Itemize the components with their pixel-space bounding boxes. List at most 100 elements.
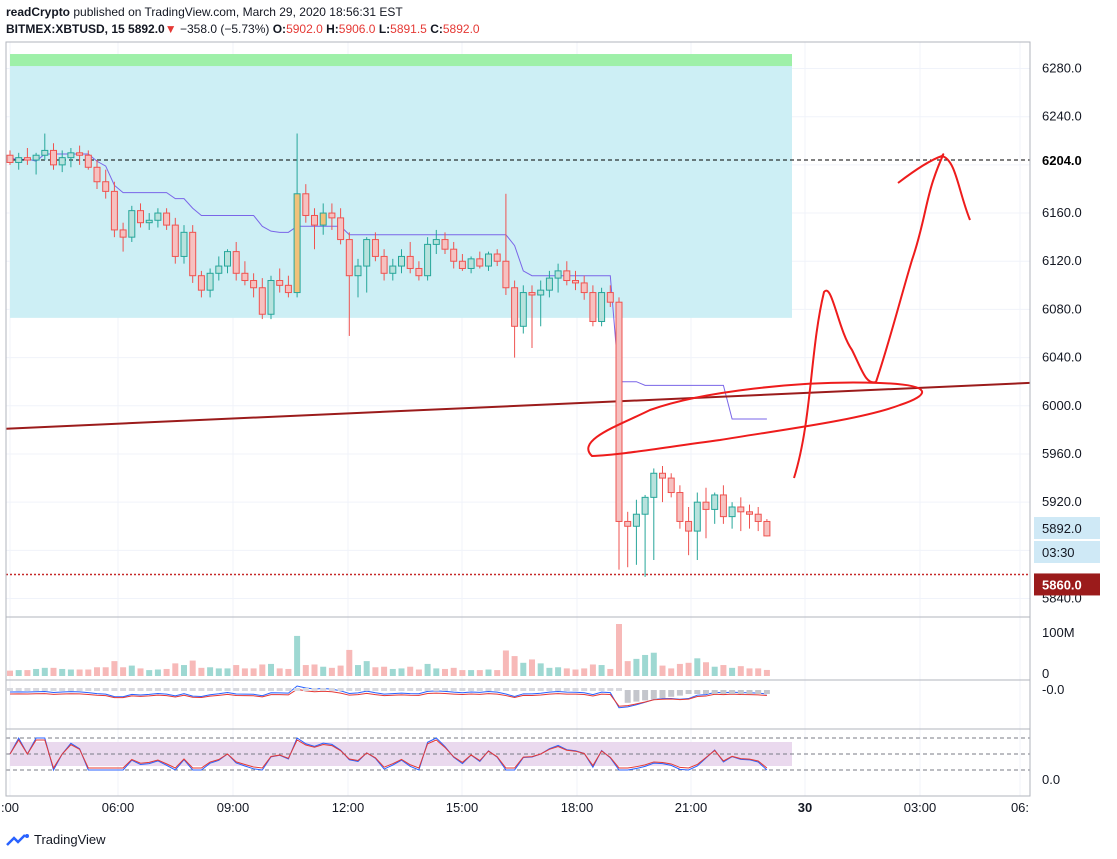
symbol-label: BITMEX:XBTUSD, 15 [6,22,125,36]
candle-body [415,267,423,277]
volume-bar [346,649,353,676]
volume-bar [763,669,770,676]
candle-body [110,190,118,231]
candle-body [206,272,214,291]
macd-histogram-bar [415,688,422,691]
candle-body [406,255,414,269]
volume-bar [363,661,370,676]
macd-histogram-bar [363,688,370,691]
macd-histogram-bar [642,690,649,701]
volume-bar [250,668,257,676]
macd-histogram-bar [720,690,727,694]
volume-bar [415,669,422,676]
candle [345,232,353,336]
candle-body [284,284,292,294]
candle-body [197,275,205,291]
candle-body [537,289,545,296]
candle [354,258,362,298]
volume-bar [215,668,222,676]
macd-histogram-bar [120,688,127,691]
candle-body [598,292,606,322]
candle [424,237,432,281]
candle [84,150,92,170]
candle-body [737,506,745,513]
candle-body [180,231,188,257]
volume-bar [154,669,161,676]
volume-bar [189,660,196,676]
macd-histogram-bar [328,688,335,691]
price-tags: 6204.0 5892.0 03:30 5860.0 [1034,149,1100,596]
time-tick-label: 09:00 [217,800,250,815]
candle-body [241,272,249,282]
volume-bar [328,667,335,676]
macd-histogram-bar [633,690,640,702]
macd-histogram-bar [746,690,753,694]
macd-histogram-bar [659,690,666,698]
candle-body [250,280,258,289]
volume-bar [720,665,727,676]
volume-bar [259,664,266,676]
macd-histogram-bar [302,688,309,691]
candle [50,143,57,170]
volume-bar [520,662,527,676]
macd-histogram-bar [537,688,544,691]
low-value: 5891.5 [390,22,427,36]
volume-bar [650,652,657,676]
candle-body [424,243,432,277]
macd-histogram-bar [137,688,144,691]
candle-body [328,212,336,219]
candle [580,275,588,300]
macd-pane [7,685,770,709]
candle-body [554,270,562,279]
symbol-legend: BITMEX:XBTUSD, 15 5892.0▼ −358.0 (−5.73%… [6,22,480,36]
candle-body [650,472,658,498]
volume-bar [163,668,170,676]
price-tick-label: 6240.0 [1042,109,1082,124]
candle [163,208,171,230]
candle [67,148,75,168]
macd-histogram-bar [215,688,222,691]
candle [476,251,484,269]
candle-body [676,492,684,522]
price-tick-label: 6120.0 [1042,253,1082,268]
macd-histogram-bar [703,690,709,694]
volume-bar [224,668,231,676]
macd-histogram-bar [33,688,40,691]
candle [15,152,23,170]
candle [180,225,188,264]
stoch-tick-label: 0.0 [1042,772,1060,787]
macd-histogram-bar [189,688,196,691]
candle-body [293,193,301,294]
candle [406,241,414,274]
volume-bar [50,667,57,676]
candle-body [685,520,693,532]
candle [589,285,597,327]
candle-body [41,149,49,156]
candle-body [128,210,136,238]
macd-histogram-bar [468,688,475,691]
candle [458,254,466,271]
candle [693,492,701,560]
volume-bar [285,668,292,676]
macd-histogram-bar [624,690,631,703]
candle-body [719,494,727,518]
candle-body [441,239,449,250]
trend-line[interactable] [5,381,1031,430]
volume-bar [468,670,475,676]
candle [154,208,162,228]
countdown-tag: 03:30 [1042,545,1075,560]
macd-histogram-bar [76,688,83,691]
candle [232,241,240,281]
macd-histogram-bar [398,688,405,691]
macd-histogram-bar [729,690,736,694]
candle [224,249,231,274]
volume-bar [572,669,579,676]
price-tick-label: 6080.0 [1042,301,1082,316]
tradingview-brand[interactable]: TradingView [6,832,106,847]
tradingview-logo-icon [6,833,29,846]
candle [667,473,675,498]
macd-histogram-bar [442,688,448,691]
candle [598,287,606,327]
candle [215,256,223,281]
